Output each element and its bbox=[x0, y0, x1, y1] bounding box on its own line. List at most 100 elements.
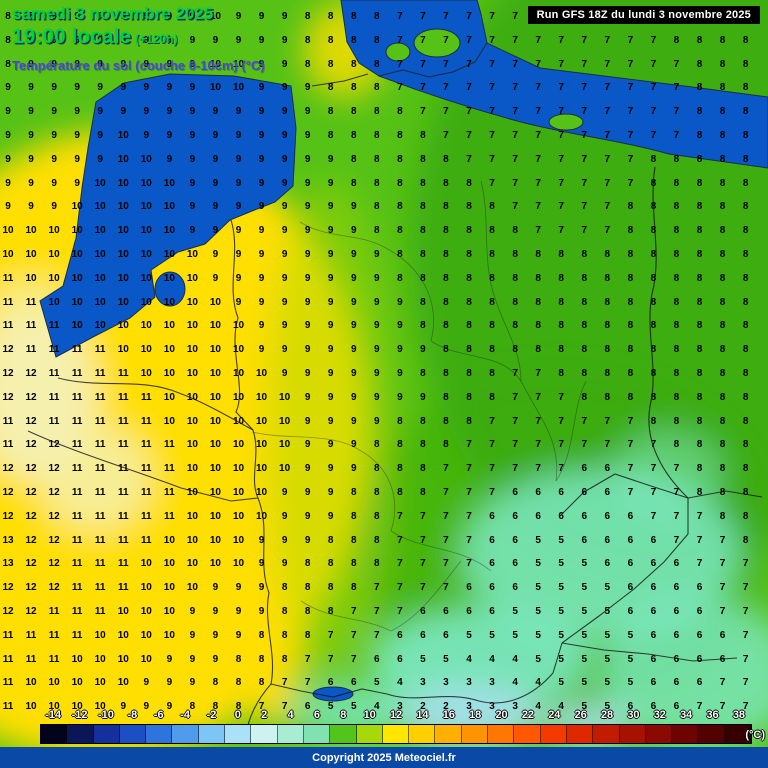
temp-value: 5 bbox=[535, 653, 541, 665]
temp-value: 8 bbox=[327, 606, 334, 617]
temp-value: 7 bbox=[535, 177, 541, 189]
temp-value: 10 bbox=[209, 391, 221, 403]
temp-value: 9 bbox=[120, 106, 127, 118]
temp-value: 10 bbox=[117, 272, 129, 284]
temp-value: 11 bbox=[71, 582, 83, 594]
temp-value: 7 bbox=[443, 510, 449, 522]
temp-value: 7 bbox=[420, 510, 426, 522]
temp-value: 9 bbox=[189, 153, 196, 165]
temp-value: 9 bbox=[120, 58, 127, 70]
temp-value: 7 bbox=[397, 534, 403, 546]
temp-value: 12 bbox=[25, 510, 37, 522]
temp-value: 8 bbox=[650, 320, 657, 332]
temp-value: 9 bbox=[212, 201, 219, 213]
temp-value: 6 bbox=[304, 701, 311, 713]
temp-value: 7 bbox=[742, 582, 749, 594]
temp-value: 9 bbox=[5, 82, 11, 94]
temp-value: 6 bbox=[650, 558, 657, 570]
temp-value: 7 bbox=[489, 130, 495, 141]
temp-value: 9 bbox=[327, 415, 334, 427]
temp-value: 6 bbox=[650, 653, 657, 665]
temp-value: 4 bbox=[512, 677, 518, 689]
temp-value: 10 bbox=[232, 534, 245, 546]
temp-value: 9 bbox=[189, 677, 196, 689]
temp-value: 7 bbox=[489, 11, 495, 22]
temp-value: 8 bbox=[327, 130, 334, 141]
temp-value: 8 bbox=[350, 510, 357, 522]
legend-value-label: 32 bbox=[653, 709, 666, 721]
temp-value: 7 bbox=[742, 558, 749, 570]
legend-value-label: 22 bbox=[521, 709, 535, 721]
legend-value-label: 12 bbox=[389, 709, 403, 721]
temp-value: 10 bbox=[140, 177, 152, 189]
temp-value: 10 bbox=[94, 320, 106, 332]
temp-value: 10 bbox=[279, 391, 291, 403]
temp-value: 9 bbox=[374, 249, 380, 260]
temp-value: 5 bbox=[512, 629, 518, 641]
temp-value: 8 bbox=[397, 201, 403, 213]
temp-value: 6 bbox=[650, 582, 657, 594]
temp-value: 12 bbox=[48, 558, 60, 570]
temp-value: 11 bbox=[117, 582, 129, 594]
temp-value: 9 bbox=[189, 606, 196, 617]
temp-value: 8 bbox=[420, 153, 426, 165]
temp-value: 10 bbox=[140, 629, 152, 641]
legend-color-cell bbox=[566, 725, 594, 743]
temp-value: 10 bbox=[232, 463, 245, 475]
time-label: 19:00 locale bbox=[12, 25, 132, 48]
temp-value: 7 bbox=[604, 201, 611, 213]
temp-value: 9 bbox=[374, 368, 380, 379]
temp-value: 6 bbox=[650, 677, 657, 689]
temp-value: 9 bbox=[281, 130, 288, 141]
temp-value: 8 bbox=[420, 439, 426, 451]
run-info-badge: Run GFS 18Z du lundi 3 novembre 2025 bbox=[527, 6, 760, 24]
temp-value: 9 bbox=[5, 153, 11, 165]
legend-color-cell bbox=[435, 725, 462, 743]
temp-value: 12 bbox=[25, 582, 37, 594]
temp-value: 9 bbox=[235, 272, 242, 284]
temp-value: 8 bbox=[212, 677, 219, 689]
temp-value: 9 bbox=[189, 58, 196, 70]
temp-value: 8 bbox=[673, 391, 680, 403]
temp-value: 7 bbox=[397, 58, 403, 70]
temp-value: 7 bbox=[489, 82, 495, 94]
temp-value: 10 bbox=[2, 249, 14, 260]
temp-value: 10 bbox=[117, 130, 129, 141]
temp-value: 8 bbox=[374, 487, 380, 498]
temp-value: 10 bbox=[140, 153, 152, 165]
temp-value: 8 bbox=[742, 106, 749, 118]
temp-value: 8 bbox=[350, 106, 357, 118]
temp-value: 9 bbox=[5, 177, 11, 189]
temp-value: 7 bbox=[627, 463, 634, 475]
temp-value: 7 bbox=[489, 58, 495, 70]
temp-value: 9 bbox=[258, 606, 265, 617]
temp-value: 8 bbox=[443, 249, 449, 260]
temp-value: 11 bbox=[25, 629, 37, 641]
temp-value: 9 bbox=[28, 106, 34, 118]
temp-value: 9 bbox=[327, 510, 334, 522]
temp-value: 12 bbox=[48, 463, 60, 475]
temp-value: 7 bbox=[558, 415, 564, 427]
temp-value: 10 bbox=[163, 249, 175, 260]
temp-value: 11 bbox=[141, 415, 152, 427]
legend-color-cell bbox=[593, 725, 620, 743]
temp-value: 8 bbox=[350, 34, 357, 46]
temp-value: 8 bbox=[397, 415, 403, 427]
temp-value: 9 bbox=[189, 201, 196, 213]
temp-value: 8 bbox=[742, 320, 749, 332]
legend-color-cell bbox=[540, 725, 567, 743]
temp-value: 8 bbox=[420, 272, 426, 284]
temp-value: 8 bbox=[719, 391, 726, 403]
temp-value: 11 bbox=[48, 629, 60, 641]
temp-value: 8 bbox=[397, 153, 403, 165]
time-row: 19:00 locale (+120h) bbox=[12, 25, 265, 49]
temp-value: 8 bbox=[443, 272, 449, 284]
temp-value: 7 bbox=[673, 58, 680, 70]
temp-value: 8 bbox=[650, 153, 657, 165]
temp-value: 10 bbox=[163, 320, 175, 332]
temp-value: 8 bbox=[443, 439, 449, 451]
temp-value: 9 bbox=[304, 225, 311, 237]
temp-value: 8 bbox=[742, 82, 749, 94]
legend-color-cell bbox=[724, 725, 752, 743]
temp-value: 6 bbox=[397, 629, 403, 641]
